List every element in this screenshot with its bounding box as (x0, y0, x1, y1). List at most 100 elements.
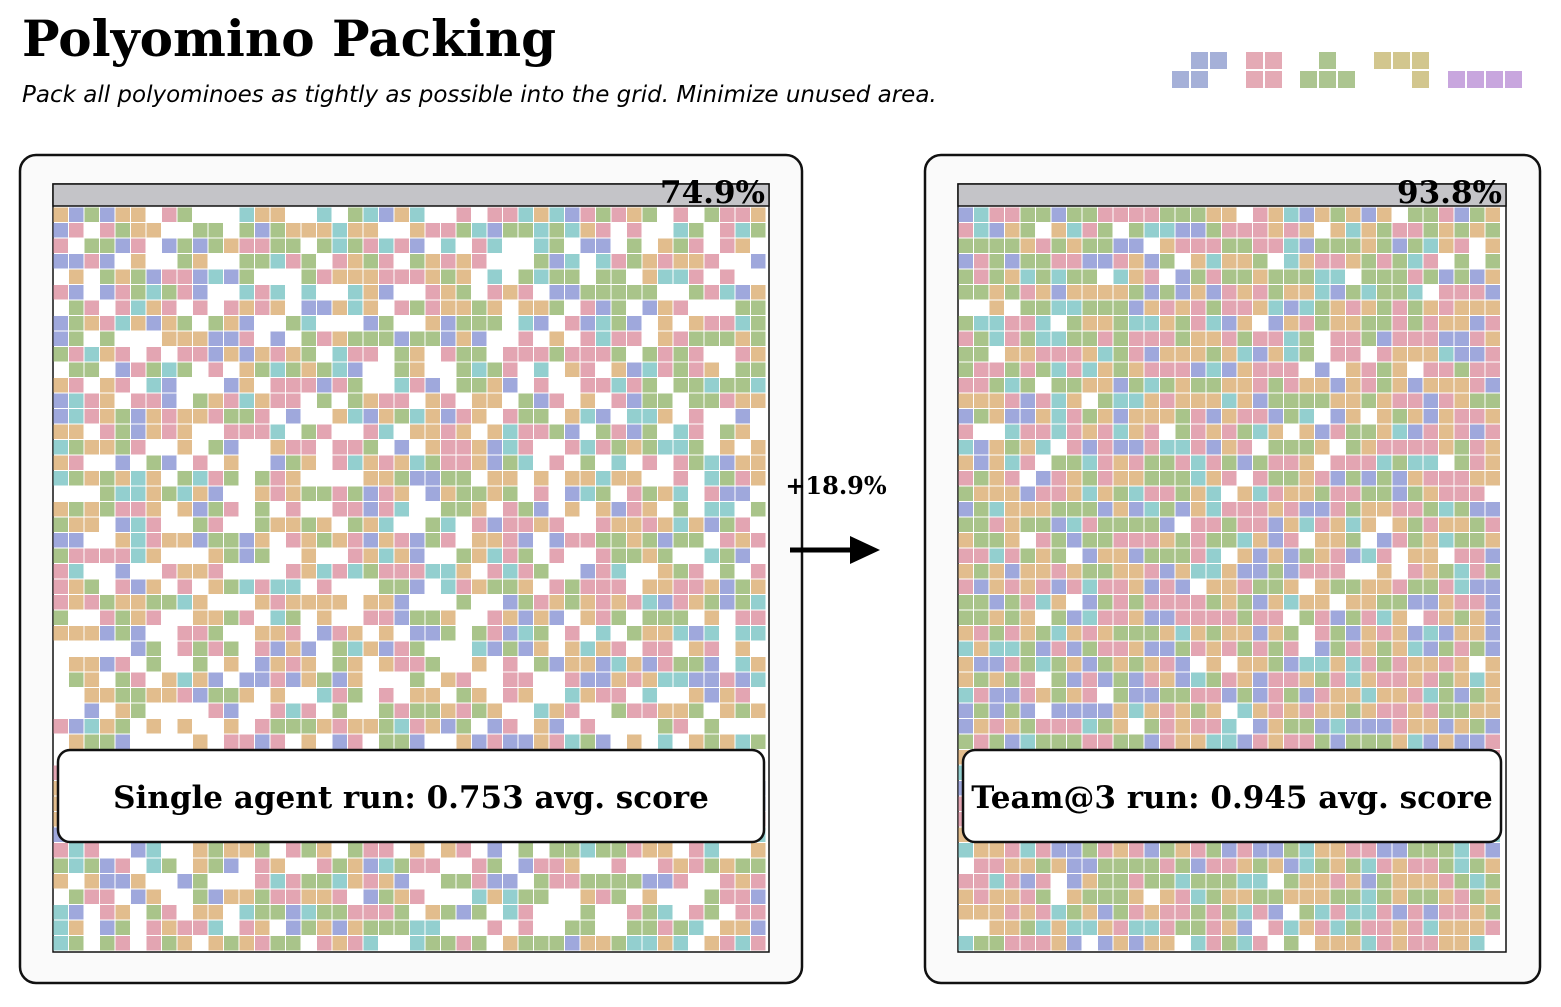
cell (100, 316, 115, 331)
cell (53, 905, 68, 920)
cell (1067, 378, 1082, 393)
cell (503, 409, 518, 424)
cell (146, 502, 161, 517)
cell (348, 378, 363, 393)
legend-cell (1246, 71, 1263, 88)
cell (549, 300, 564, 315)
cell (332, 362, 347, 377)
cell (332, 734, 347, 749)
cell (53, 238, 68, 253)
cell (270, 874, 285, 889)
cell (1268, 548, 1283, 563)
cell (441, 610, 456, 625)
cell (596, 657, 611, 672)
cell (1439, 920, 1454, 935)
cell (1330, 223, 1345, 238)
cell (1361, 548, 1376, 563)
cell (1020, 843, 1035, 858)
cell (1408, 254, 1423, 269)
cell (989, 858, 1004, 873)
cell (1191, 486, 1206, 501)
cell (658, 843, 673, 858)
cell (1485, 424, 1500, 439)
cell (363, 238, 378, 253)
cell (441, 502, 456, 517)
cell (518, 207, 533, 222)
cell (958, 657, 973, 672)
cell (1036, 238, 1051, 253)
cell (255, 393, 270, 408)
cell (1129, 610, 1144, 625)
header-bar (52, 183, 770, 207)
cell (720, 455, 735, 470)
legend-cell (1319, 52, 1336, 69)
cell (1144, 858, 1159, 873)
cell (958, 378, 973, 393)
cell (1423, 858, 1438, 873)
cell (379, 579, 394, 594)
cell (549, 207, 564, 222)
cell (689, 254, 704, 269)
cell (1222, 471, 1237, 486)
cell (518, 626, 533, 641)
cell (1485, 347, 1500, 362)
cell (317, 626, 332, 641)
cell (565, 316, 580, 331)
cell (1485, 905, 1500, 920)
cell (1485, 548, 1500, 563)
cell (1423, 471, 1438, 486)
cell (503, 207, 518, 222)
cell (441, 517, 456, 532)
cell (301, 269, 316, 284)
cell (989, 657, 1004, 672)
caption: Single agent run: 0.753 avg. score (113, 780, 709, 816)
cell (286, 347, 301, 362)
cell (472, 486, 487, 501)
cell (487, 858, 502, 873)
cell (1392, 843, 1407, 858)
cell (1299, 657, 1314, 672)
cell (611, 285, 626, 300)
cell (1253, 595, 1268, 610)
caption-box (56, 748, 766, 844)
cell (348, 238, 363, 253)
cell (1470, 579, 1485, 594)
cell (720, 471, 735, 486)
cell (751, 843, 766, 858)
cell (1346, 440, 1361, 455)
cell (958, 502, 973, 517)
cell (751, 703, 766, 718)
cell (239, 285, 254, 300)
cell (1113, 920, 1128, 935)
cell (1454, 688, 1469, 703)
cell (84, 703, 99, 718)
cell (503, 347, 518, 362)
cell (658, 331, 673, 346)
cell (224, 393, 239, 408)
cell (69, 440, 84, 455)
cell (379, 548, 394, 563)
cell (1082, 316, 1097, 331)
cell (596, 471, 611, 486)
cell (1454, 409, 1469, 424)
cell (1454, 362, 1469, 377)
cell (1098, 347, 1113, 362)
cell (146, 688, 161, 703)
cell (1005, 207, 1020, 222)
cell (317, 207, 332, 222)
cell (379, 905, 394, 920)
cell (1175, 703, 1190, 718)
cell (1392, 517, 1407, 532)
cell (1036, 874, 1051, 889)
cell (1268, 409, 1283, 424)
cell (1129, 874, 1144, 889)
cell (1206, 409, 1221, 424)
cell (487, 316, 502, 331)
cell (379, 703, 394, 718)
cell (565, 641, 580, 656)
cell (131, 393, 146, 408)
cell (69, 905, 84, 920)
cell (1284, 486, 1299, 501)
cell (487, 641, 502, 656)
cell (1268, 223, 1283, 238)
